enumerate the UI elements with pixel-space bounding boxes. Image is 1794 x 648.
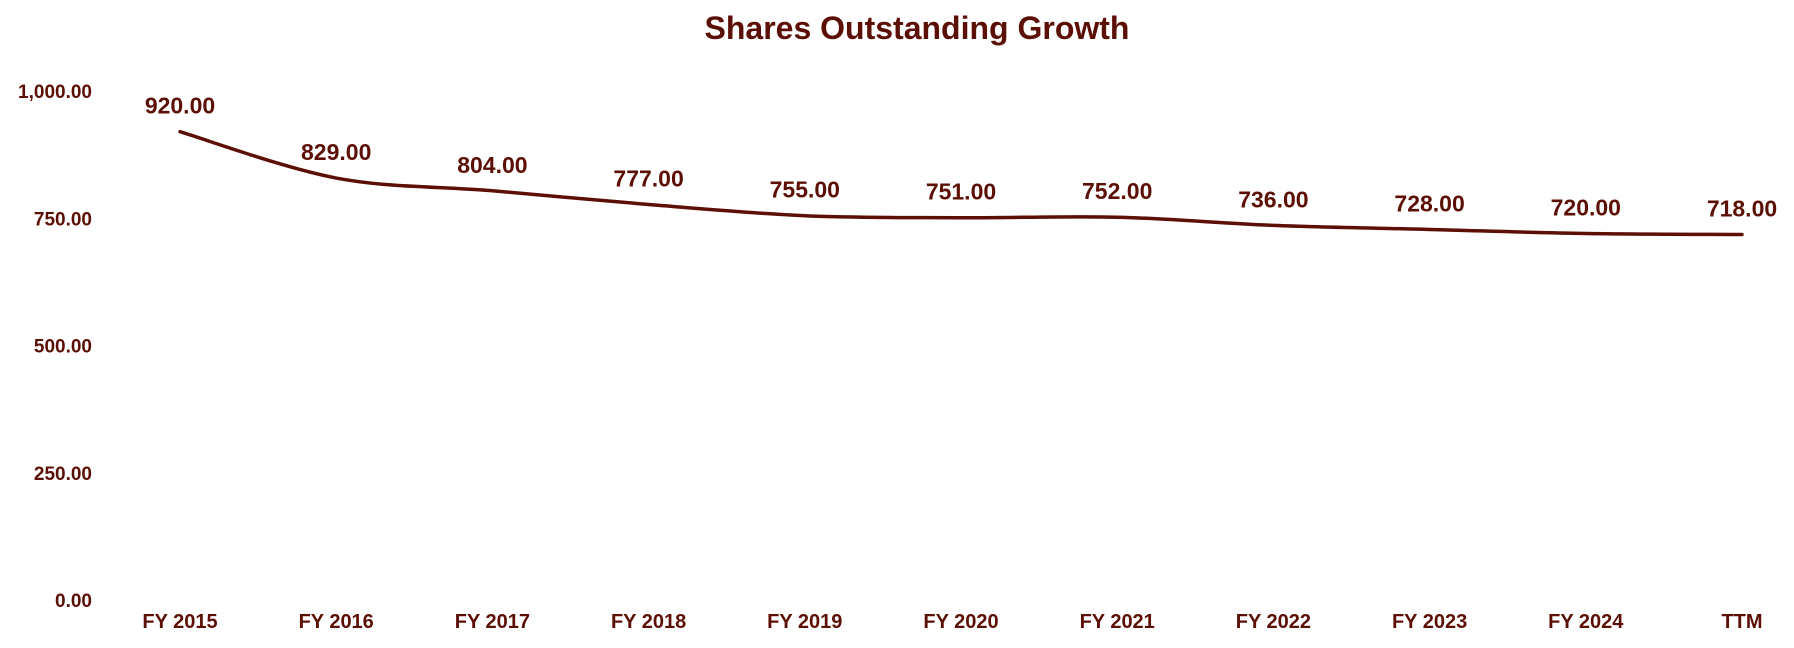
x-tick-label: TTM [1721,611,1762,633]
chart-title: Shares Outstanding Growth [704,10,1130,46]
data-label: 751.00 [926,179,996,205]
y-tick-label: 0.00 [55,591,92,612]
data-label: 804.00 [457,152,527,178]
data-label: 755.00 [770,177,840,203]
y-axis: 0.00 250.00 500.00 750.00 1,000.00 [18,82,92,612]
x-tick-label: FY 2016 [299,611,374,633]
y-tick-label: 750.00 [34,209,92,230]
x-tick-label: FY 2021 [1080,611,1155,633]
series-group [178,129,1744,237]
data-labels-group: 920.00 829.00 804.00 777.00 755.00 751.00 752.… [145,93,1777,222]
y-tick-label: 1,000.00 [18,82,92,103]
x-tick-label: FY 2022 [1236,611,1311,633]
data-label: 728.00 [1394,190,1464,216]
y-tick-label: 250.00 [34,464,92,485]
x-axis: FY 2015 FY 2016 FY 2017 FY 2018 FY 2019 FY 20… [142,611,1762,633]
x-tick-label: FY 2020 [923,611,998,633]
x-tick-label: FY 2024 [1548,611,1624,633]
data-label: 829.00 [301,139,371,165]
x-tick-label: FY 2015 [142,611,217,633]
data-label: 720.00 [1551,195,1621,221]
data-label: 736.00 [1238,186,1308,212]
x-tick-label: FY 2023 [1392,611,1467,633]
x-tick-label: FY 2018 [611,611,686,633]
data-label: 777.00 [613,166,683,192]
data-label: 920.00 [145,93,215,119]
x-tick-label: FY 2017 [455,611,530,633]
data-label: 718.00 [1707,196,1777,222]
series-line [178,129,1744,237]
data-label: 752.00 [1082,178,1152,204]
y-tick-label: 500.00 [34,337,92,358]
x-tick-label: FY 2019 [767,611,842,633]
